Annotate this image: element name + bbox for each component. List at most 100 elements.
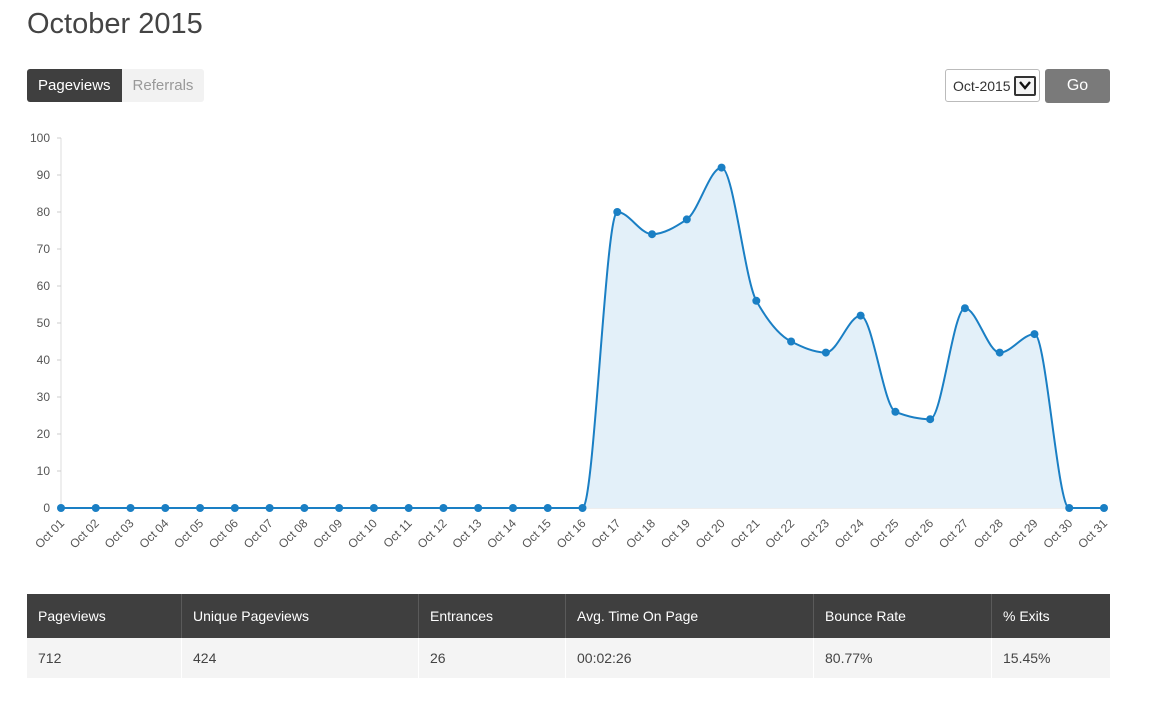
data-point — [196, 504, 205, 512]
y-tick-label: 30 — [37, 390, 51, 404]
data-point — [1030, 330, 1039, 339]
series-line — [60, 166, 1104, 509]
stats-cell: 00:02:26 — [565, 638, 814, 678]
tab-pageviews[interactable]: Pageviews — [27, 69, 122, 102]
stats-cell: 80.77% — [813, 638, 992, 678]
data-point — [404, 504, 413, 512]
stats-table: Pageviews Unique Pageviews Entrances Avg… — [27, 594, 1110, 678]
x-tick-label: Oct 15 — [519, 516, 554, 551]
stats-header: Avg. Time On Page — [565, 594, 814, 638]
stats-cell: 15.45% — [991, 638, 1110, 678]
data-points — [57, 163, 1108, 512]
x-tick-label: Oct 31 — [1075, 516, 1110, 551]
x-tick-label: Oct 25 — [867, 516, 902, 551]
data-point — [787, 337, 796, 346]
stats-header-row: Pageviews Unique Pageviews Entrances Avg… — [27, 594, 1110, 638]
data-point — [578, 504, 587, 512]
data-point — [821, 348, 830, 357]
data-point — [91, 504, 100, 512]
x-tick-label: Oct 10 — [345, 516, 380, 551]
x-tick-label: Oct 04 — [137, 516, 172, 551]
x-tick-label: Oct 17 — [588, 516, 623, 551]
y-tick-label: 50 — [37, 316, 51, 330]
data-point — [926, 415, 935, 424]
stats-header: % Exits — [991, 594, 1110, 638]
data-point — [57, 504, 65, 512]
tab-referrals[interactable]: Referrals — [121, 69, 205, 102]
view-tabs: Pageviews Referrals — [27, 69, 205, 102]
x-tick-label: Oct 03 — [102, 516, 137, 551]
data-point — [995, 348, 1004, 357]
x-tick-label: Oct 20 — [693, 516, 728, 551]
data-point — [1065, 504, 1074, 512]
data-point — [300, 504, 309, 512]
y-tick-label: 70 — [37, 242, 51, 256]
y-tick-label: 100 — [30, 131, 50, 145]
data-point — [1100, 504, 1108, 512]
data-point — [613, 208, 622, 216]
x-tick-label: Oct 24 — [832, 516, 867, 551]
y-tick-label: 90 — [37, 168, 51, 182]
x-tick-label: Oct 21 — [728, 516, 763, 551]
x-tick-label: Oct 18 — [623, 516, 658, 551]
data-point — [717, 163, 726, 172]
x-axis: Oct 01 Oct 02 Oct 03 Oct 04 Oct 05 Oct 06 Oct … — [32, 507, 1110, 551]
x-tick-label: Oct 27 — [936, 516, 971, 551]
x-tick-label: Oct 26 — [901, 516, 936, 551]
data-point — [891, 407, 900, 416]
stats-header: Entrances — [418, 594, 566, 638]
data-point — [474, 504, 483, 512]
x-tick-label: Oct 05 — [171, 516, 206, 551]
y-tick-label: 40 — [37, 353, 51, 367]
data-point — [960, 304, 969, 313]
month-select-value: Oct-2015 — [953, 77, 1011, 94]
data-point — [682, 215, 691, 224]
stats-row: 712 424 26 00:02:26 80.77% 15.45% — [27, 638, 1110, 678]
x-tick-label: Oct 06 — [206, 516, 241, 551]
data-point — [126, 504, 135, 512]
stats-cell: 26 — [418, 638, 566, 678]
x-tick-label: Oct 01 — [32, 516, 67, 551]
x-tick-label: Oct 08 — [276, 516, 311, 551]
data-point — [752, 296, 761, 305]
go-button[interactable]: Go — [1045, 69, 1110, 103]
x-tick-label: Oct 23 — [797, 516, 832, 551]
x-tick-label: Oct 22 — [762, 516, 797, 551]
x-tick-label: Oct 13 — [449, 516, 484, 551]
y-tick-label: 60 — [37, 279, 51, 293]
y-axis: 0 10 20 30 40 50 60 70 80 90 100 — [30, 131, 62, 515]
x-tick-label: Oct 07 — [241, 516, 276, 551]
x-tick-label: Oct 29 — [1006, 516, 1041, 551]
chevron-down-icon[interactable] — [1014, 75, 1036, 96]
stats-header: Pageviews — [27, 594, 182, 638]
x-tick-label: Oct 02 — [67, 516, 102, 551]
y-tick-label: 20 — [37, 427, 51, 441]
data-point — [508, 504, 517, 512]
y-tick-label: 0 — [43, 501, 50, 515]
stats-header: Unique Pageviews — [181, 594, 419, 638]
y-tick-label: 10 — [37, 464, 51, 478]
x-tick-label: Oct 09 — [310, 516, 345, 551]
x-tick-label: Oct 30 — [1040, 516, 1075, 551]
x-tick-label: Oct 12 — [415, 516, 450, 551]
page-title: October 2015 — [27, 8, 203, 40]
stats-cell: 712 — [27, 638, 182, 678]
month-select[interactable]: Oct-2015 — [945, 69, 1040, 102]
data-point — [369, 504, 378, 512]
data-point — [648, 230, 657, 239]
stats-cell: 424 — [181, 638, 419, 678]
x-tick-label: Oct 28 — [971, 516, 1006, 551]
stats-header: Bounce Rate — [813, 594, 992, 638]
data-point — [439, 504, 448, 512]
data-point — [161, 504, 170, 512]
data-point — [265, 504, 274, 512]
data-point — [335, 504, 344, 512]
x-tick-label: Oct 19 — [658, 516, 693, 551]
y-tick-label: 80 — [37, 205, 51, 219]
x-tick-label: Oct 14 — [484, 516, 519, 551]
x-tick-label: Oct 11 — [381, 516, 415, 550]
area-fill — [61, 167, 1104, 508]
data-point — [543, 504, 552, 512]
x-tick-label: Oct 16 — [554, 516, 589, 551]
